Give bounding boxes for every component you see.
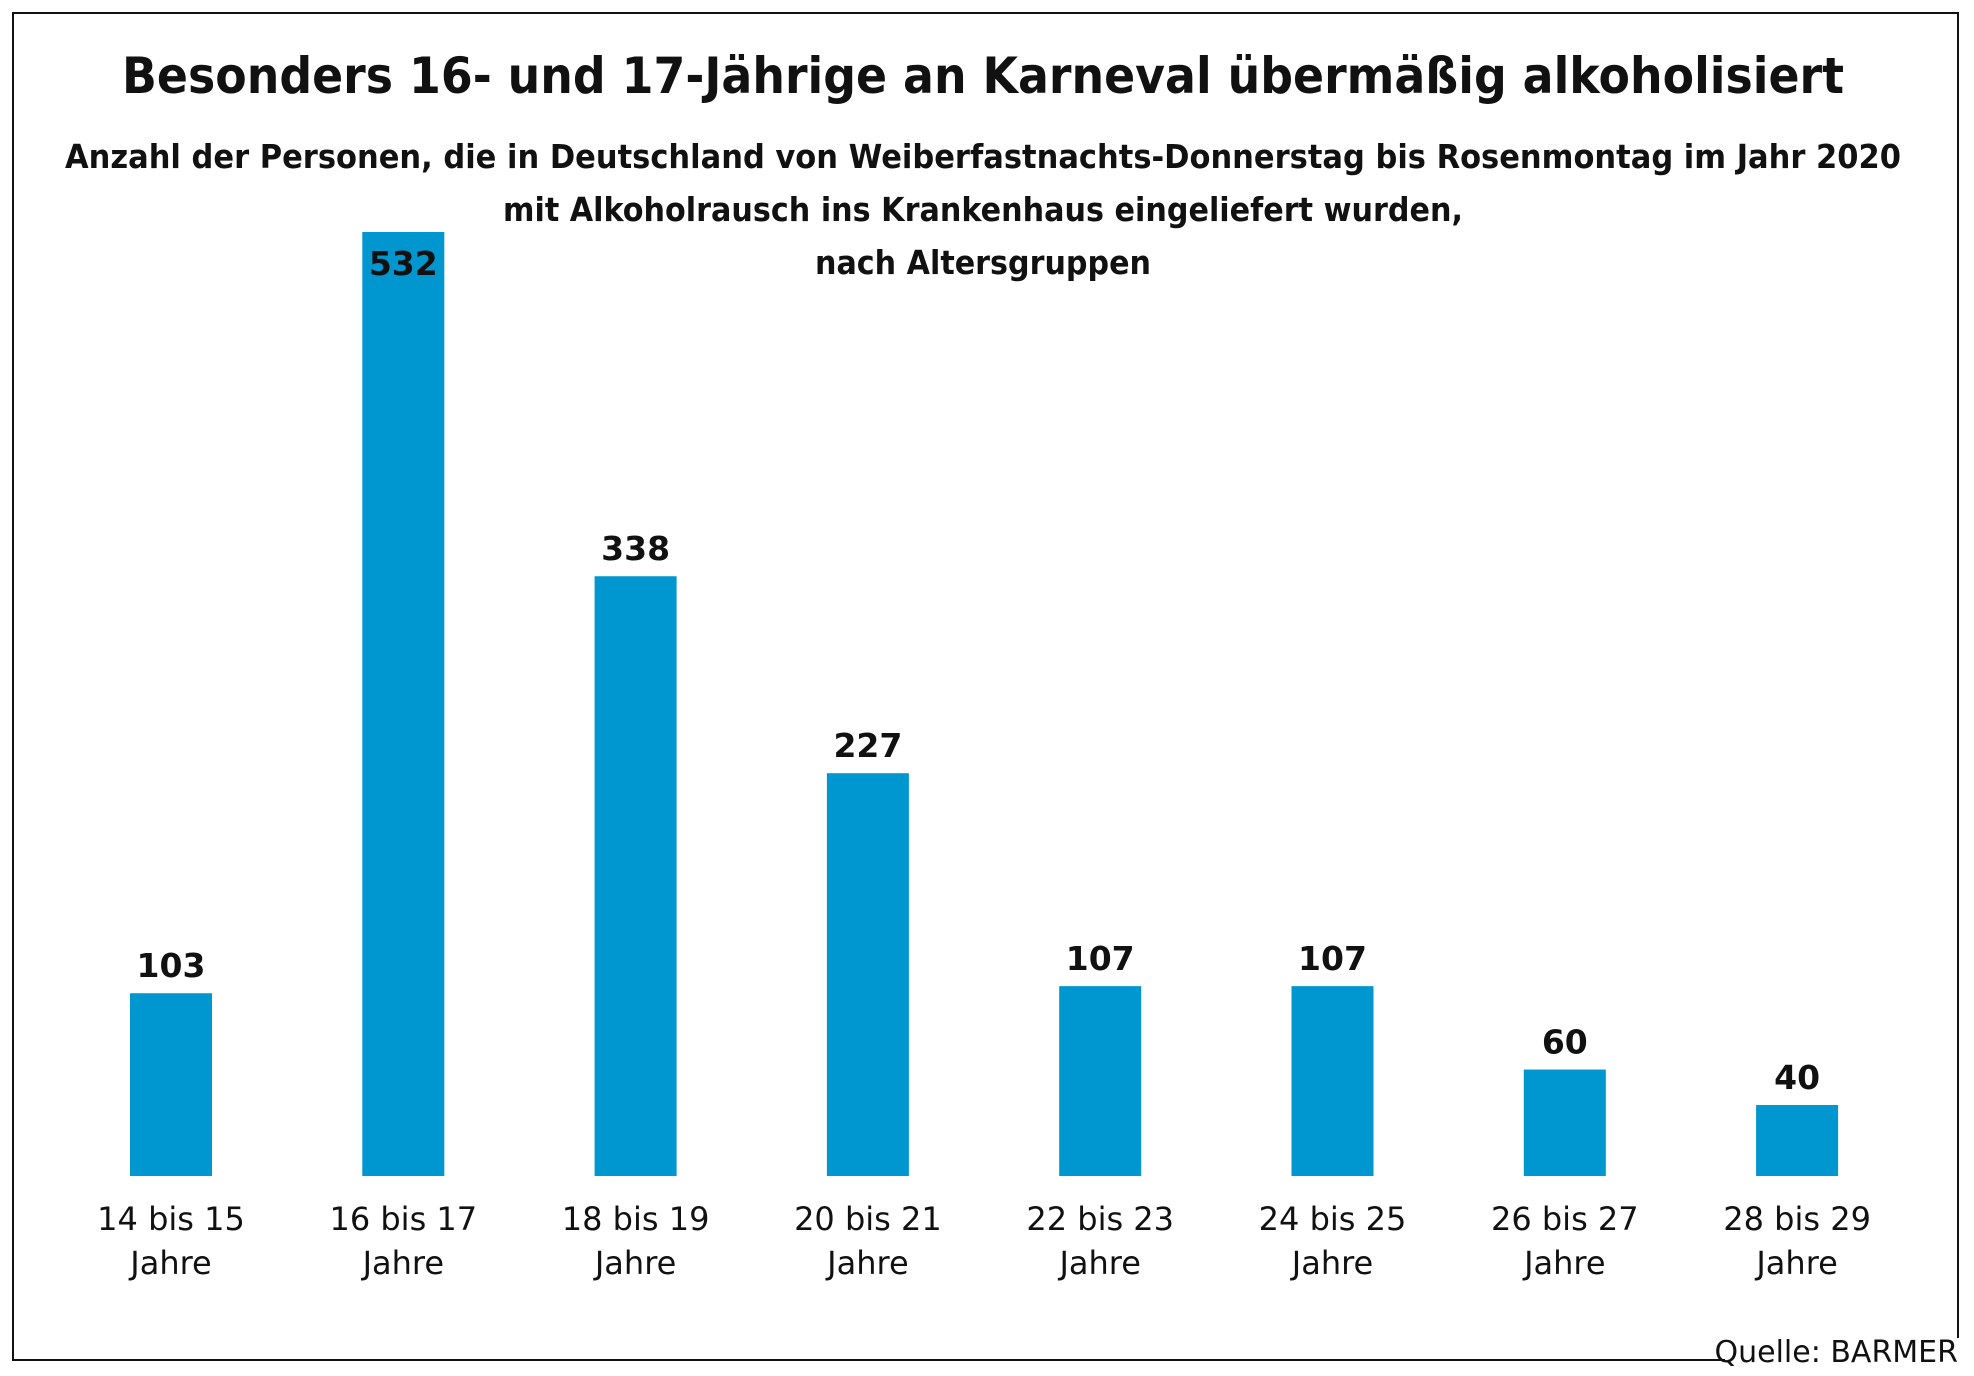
bar <box>1291 986 1374 1176</box>
x-tick-label: 20 bis 21 <box>794 1200 942 1238</box>
x-tick-label: Jahre <box>1522 1244 1605 1282</box>
data-label: 107 <box>1298 939 1367 978</box>
data-label: 40 <box>1774 1058 1820 1097</box>
chart-subtitle-line-3: nach Altersgruppen <box>815 243 1151 282</box>
x-tick-label: 22 bis 23 <box>1026 1200 1174 1238</box>
chart-subtitle-line-2: mit Alkoholrausch ins Krankenhaus eingel… <box>503 190 1463 229</box>
chart-frame <box>12 12 1959 1361</box>
x-tick-label: 18 bis 19 <box>562 1200 710 1238</box>
bar <box>826 773 909 1176</box>
x-tick-label: Jahre <box>1057 1244 1140 1282</box>
x-tick-label: 16 bis 17 <box>329 1200 477 1238</box>
x-tick-label: Jahre <box>128 1244 211 1282</box>
data-label: 227 <box>833 726 902 765</box>
x-tick-label: 28 bis 29 <box>1723 1200 1871 1238</box>
data-label: 532 <box>369 244 438 283</box>
chart-title: Besonders 16- und 17-Jährige an Karneval… <box>122 47 1844 105</box>
data-label: 60 <box>1542 1023 1588 1062</box>
bar <box>1756 1105 1839 1176</box>
x-tick-label: Jahre <box>825 1244 908 1282</box>
x-tick-label: 14 bis 15 <box>97 1200 245 1238</box>
chart-subtitle-line-1: Anzahl der Personen, die in Deutschland … <box>65 137 1901 176</box>
x-tick-label: Jahre <box>1290 1244 1373 1282</box>
bar <box>594 576 677 1176</box>
data-label: 107 <box>1066 939 1135 978</box>
x-tick-label: 26 bis 27 <box>1491 1200 1639 1238</box>
x-tick-label: Jahre <box>593 1244 676 1282</box>
x-tick-label: Jahre <box>1754 1244 1837 1282</box>
bar <box>1059 986 1142 1176</box>
bar <box>130 993 212 1176</box>
bar <box>1523 1069 1606 1176</box>
x-tick-label: Jahre <box>361 1244 444 1282</box>
source-label: Quelle: BARMER <box>1715 1335 1959 1370</box>
bar <box>362 232 445 1176</box>
data-label: 103 <box>137 946 206 985</box>
data-label: 338 <box>601 529 670 568</box>
x-tick-label: 24 bis 25 <box>1259 1200 1407 1238</box>
